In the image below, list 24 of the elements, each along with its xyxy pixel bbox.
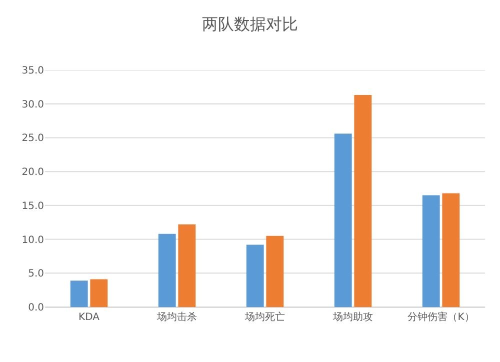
y-tick-label: 35.0: [22, 66, 44, 76]
y-tick-label: 5.0: [28, 268, 44, 280]
bar: [178, 224, 196, 307]
x-tick-label: KDA: [78, 312, 100, 323]
bar: [422, 195, 440, 307]
bar: [442, 193, 460, 307]
x-tick-label: 场均击杀: [156, 311, 197, 323]
bar: [354, 95, 372, 307]
bar: [90, 279, 108, 307]
y-tick-label: 0.0: [28, 302, 44, 314]
bar: [246, 244, 264, 307]
bar: [70, 280, 88, 307]
y-tick-label: 15.0: [22, 200, 44, 212]
x-tick-label: 场均死亡: [244, 311, 285, 323]
y-tick-label: 30.0: [22, 99, 44, 110]
bar: [266, 236, 284, 307]
y-tick-label: 20.0: [22, 167, 44, 178]
y-tick-label: 25.0: [22, 133, 44, 144]
bar: [334, 134, 352, 307]
x-tick-label: 分钟伤害（K）: [408, 311, 474, 323]
x-tick-label: 场均助攻: [332, 311, 373, 323]
chart-title: 两队数据对比: [202, 14, 298, 34]
y-tick-label: 10.0: [22, 234, 44, 246]
bar: [158, 234, 176, 307]
